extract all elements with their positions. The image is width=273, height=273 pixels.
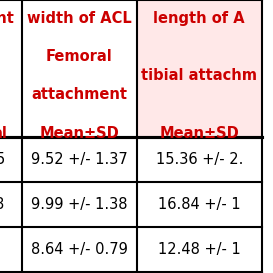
Text: 12.48 +/- 1: 12.48 +/- 1 bbox=[158, 242, 241, 257]
Text: 15.36 +/- 2.: 15.36 +/- 2. bbox=[156, 152, 243, 167]
Text: Mean±SD: Mean±SD bbox=[159, 126, 239, 141]
Text: 9.99 +/- 1.38: 9.99 +/- 1.38 bbox=[31, 197, 127, 212]
Text: 16.84 +/- 1: 16.84 +/- 1 bbox=[158, 197, 241, 212]
Text: tibial attachm: tibial attachm bbox=[141, 68, 257, 83]
Text: 9.52 +/- 1.37: 9.52 +/- 1.37 bbox=[31, 152, 127, 167]
Text: width of ACL: width of ACL bbox=[27, 11, 132, 26]
Text: Femoral: Femoral bbox=[46, 49, 112, 64]
Text: length of A: length of A bbox=[153, 11, 245, 26]
Text: al: al bbox=[0, 126, 7, 141]
Text: 8.64 +/- 0.79: 8.64 +/- 0.79 bbox=[31, 242, 127, 257]
Text: Mean±SD: Mean±SD bbox=[39, 126, 119, 141]
Text: 8: 8 bbox=[0, 197, 5, 212]
Text: attachment: attachment bbox=[31, 87, 127, 102]
Bar bbox=[136, 0, 262, 136]
Text: 5: 5 bbox=[0, 152, 5, 167]
Text: rint: rint bbox=[0, 11, 15, 26]
